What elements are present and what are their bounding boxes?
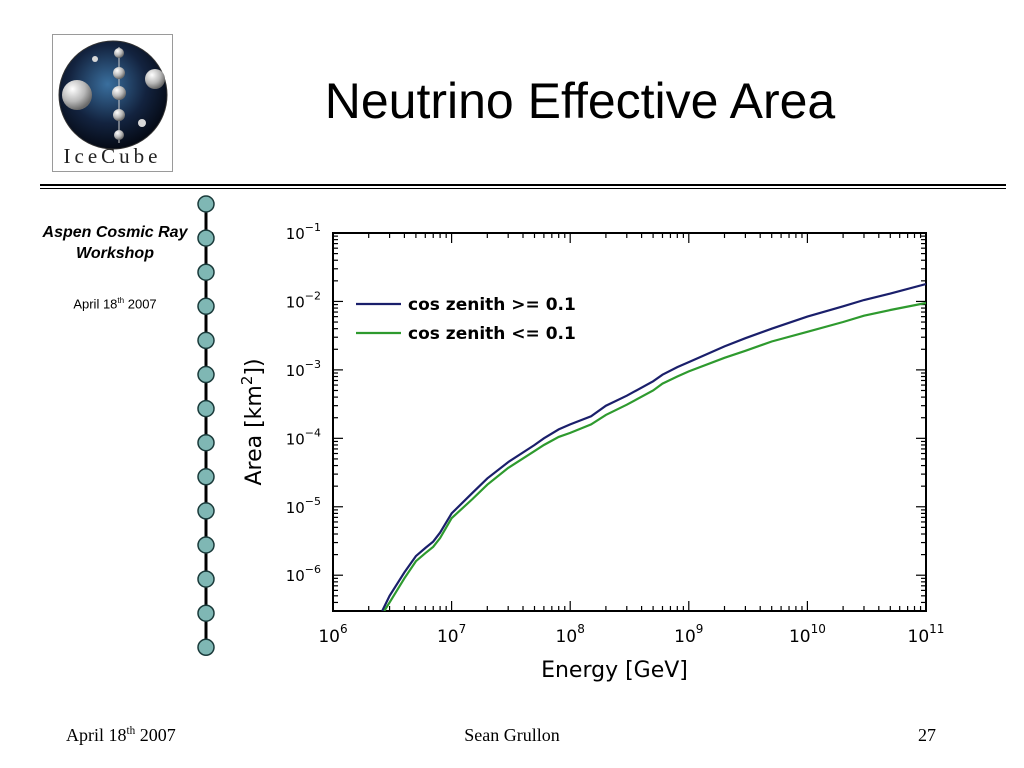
y-tick-label: 10−4 xyxy=(286,426,321,448)
workshop-name: Aspen Cosmic Ray Workshop xyxy=(42,224,188,262)
effective-area-chart: 106 107 108 109 1010 1011 10−1 10−2 10−3 10−4 10−5… xyxy=(238,221,945,683)
legend-label-1: cos zenith >= 0.1 xyxy=(408,295,576,315)
y-tick-label: 10−6 xyxy=(286,563,321,585)
chain-bead-icon xyxy=(197,468,215,486)
chain-bead-icon xyxy=(197,229,215,247)
y-tick-label: 10−3 xyxy=(286,358,321,380)
chain-bead-icon xyxy=(197,263,215,281)
chain-bead-icon xyxy=(197,638,215,657)
page-number: 27 xyxy=(918,725,936,745)
logo-text: IceCube xyxy=(63,144,162,168)
chain-bead-icon xyxy=(197,604,215,622)
chain-bead-icon xyxy=(197,502,215,520)
chain-bead-icon xyxy=(197,365,215,384)
y-tick-label: 10−5 xyxy=(286,495,321,517)
chain-bead-icon xyxy=(197,331,215,350)
y-axis-label: Area [km2]) xyxy=(238,358,267,485)
series-line-1 xyxy=(381,282,926,611)
footer-author: Sean Grullon xyxy=(464,725,560,745)
plot-frame xyxy=(332,232,927,612)
chain-bead-icon xyxy=(197,399,215,418)
footer-date: April 18th 2007 xyxy=(66,725,176,745)
slide-title: Neutrino Effective Area xyxy=(324,73,836,129)
legend-label-2: cos zenith <= 0.1 xyxy=(408,324,576,344)
x-axis-label: Energy [GeV] xyxy=(541,658,688,683)
chain-bead-icon xyxy=(197,297,215,316)
bead-chain xyxy=(197,195,215,657)
chain-bead-icon xyxy=(197,570,215,588)
title-rule xyxy=(40,184,1006,186)
x-tick-label: 106 xyxy=(318,622,347,647)
chain-bead-icon xyxy=(197,433,215,452)
x-tick-label: 109 xyxy=(674,622,703,647)
x-tick-label: 108 xyxy=(556,622,585,647)
y-tick-label: 10−2 xyxy=(286,289,321,311)
x-tick-label: 1011 xyxy=(908,622,945,647)
icecube-logo-icon xyxy=(58,40,168,150)
chain-bead-icon xyxy=(197,195,215,213)
x-tick-label: 107 xyxy=(437,622,466,647)
x-tick-label: 1010 xyxy=(789,622,826,647)
side-date: April 18th 2007 xyxy=(73,296,157,312)
icecube-logo: IceCube xyxy=(52,34,173,172)
series-line-2 xyxy=(383,301,926,611)
chain-bead-icon xyxy=(197,536,215,554)
y-tick-label: 10−1 xyxy=(286,221,321,243)
title-rule-thin xyxy=(40,188,1006,189)
